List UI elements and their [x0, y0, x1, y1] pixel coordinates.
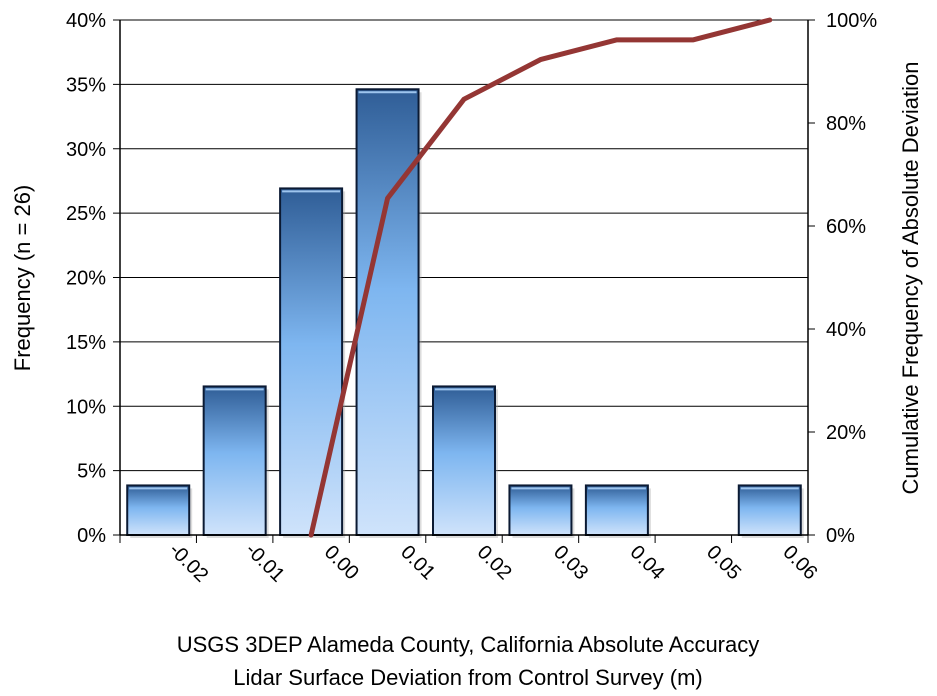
y-tick-label: 5% — [77, 461, 106, 483]
y-tick-label: 20% — [66, 268, 106, 290]
labels: 0% 5% 10% 15% 20% 25% 30% 35% 40% 0% 20% 40% 60% 80% 1… — [10, 10, 923, 690]
x-tick-label: 0.05 — [702, 541, 745, 584]
bars — [126, 88, 804, 538]
x-tick-label: 0.02 — [473, 541, 516, 584]
x-tick-label: 0.04 — [626, 541, 669, 584]
bar — [584, 484, 649, 536]
bar — [126, 484, 191, 536]
y-tick-label: 25% — [66, 203, 106, 225]
bar — [508, 484, 573, 536]
y-axis-title: Frequency (n = 26) — [10, 185, 35, 371]
x-tick-label: 0.03 — [549, 541, 592, 584]
bar — [279, 187, 344, 536]
x-axis-title: USGS 3DEP Alameda County, California Abs… — [177, 632, 759, 657]
y-tick-label: 15% — [66, 332, 106, 354]
bar — [202, 385, 267, 536]
x-axis-title: Lidar Surface Deviation from Control Sur… — [233, 665, 703, 690]
x-tick-label: 0.00 — [320, 541, 363, 584]
y2-tick-label: 0% — [826, 525, 855, 547]
y2-tick-label: 80% — [826, 113, 866, 135]
y2-tick-label: 20% — [826, 422, 866, 444]
y-tick-label: 10% — [66, 396, 106, 418]
bar — [737, 484, 802, 536]
cumulative-line — [308, 17, 773, 538]
x-tick-label: 0.06 — [778, 541, 821, 584]
x-tick-label: -0.02 — [165, 539, 213, 587]
y-tick-label: 35% — [66, 74, 106, 96]
x-tick-label: -0.01 — [241, 539, 289, 587]
y-tick-label: 0% — [77, 525, 106, 547]
y2-tick-label: 40% — [826, 319, 866, 341]
y-tick-label: 40% — [66, 10, 106, 32]
cumulative-line-layer — [308, 17, 773, 538]
y2-tick-label: 60% — [826, 216, 866, 238]
axes — [113, 19, 815, 543]
y2-axis-title: Cumulative Frequency of Absolute Deviati… — [898, 62, 923, 495]
y2-tick-label: 100% — [826, 10, 877, 32]
y-tick-label: 30% — [66, 139, 106, 161]
x-tick-label: 0.01 — [396, 541, 439, 584]
bar — [432, 385, 496, 536]
bar — [355, 88, 420, 537]
